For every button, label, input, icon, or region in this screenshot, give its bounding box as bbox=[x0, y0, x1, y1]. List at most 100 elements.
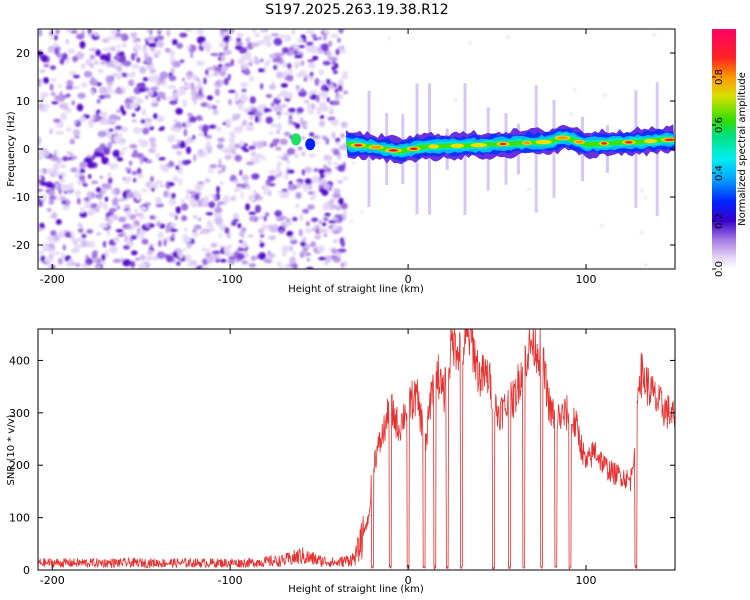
noise-blob bbox=[527, 187, 530, 191]
noise-blob bbox=[332, 162, 339, 166]
noise-blob bbox=[327, 160, 332, 167]
noise-blob bbox=[324, 212, 331, 217]
noise-blob bbox=[152, 255, 159, 261]
noise-blob bbox=[270, 235, 276, 241]
noise-blob bbox=[76, 197, 81, 205]
noise-blob bbox=[126, 73, 131, 77]
noise-blob bbox=[87, 29, 92, 35]
noise-blob bbox=[230, 58, 234, 67]
noise-blob bbox=[340, 262, 344, 268]
noise-blob bbox=[285, 218, 291, 223]
noise-blob bbox=[322, 227, 329, 235]
noise-blob bbox=[106, 229, 110, 237]
noise-blob bbox=[335, 48, 340, 56]
noise-blob bbox=[137, 87, 147, 93]
noise-blob bbox=[156, 251, 165, 259]
noise-blob bbox=[42, 77, 50, 84]
noise-blob bbox=[168, 85, 174, 90]
noise-blob bbox=[292, 251, 296, 256]
noise-blob bbox=[260, 58, 264, 63]
noise-blob bbox=[178, 178, 183, 186]
noise-blob bbox=[182, 247, 186, 252]
noise-blob bbox=[129, 143, 138, 149]
noise-blob bbox=[102, 240, 107, 248]
noise-blob bbox=[129, 73, 135, 78]
noise-blob bbox=[270, 33, 280, 37]
noise-blob bbox=[332, 229, 341, 235]
noise-blob bbox=[50, 65, 56, 70]
noise-blob bbox=[168, 181, 175, 187]
noise-blob bbox=[131, 119, 137, 123]
noise-blob bbox=[299, 251, 305, 259]
noise-blob bbox=[136, 167, 142, 175]
noise-blob bbox=[234, 91, 239, 100]
noise-blob bbox=[132, 36, 137, 44]
noise-blob bbox=[311, 175, 320, 184]
noise-blob bbox=[61, 253, 66, 259]
noise-blob bbox=[238, 239, 243, 244]
noise-blob bbox=[281, 47, 289, 54]
noise-blob bbox=[70, 138, 74, 145]
noise-blob bbox=[322, 203, 330, 211]
noise-blob bbox=[192, 203, 200, 208]
spectrogram-xlabel: Height of straight line (km) bbox=[288, 284, 424, 295]
noise-blob bbox=[258, 239, 263, 243]
noise-blob bbox=[137, 139, 143, 143]
noise-blob bbox=[236, 32, 244, 38]
noise-blob bbox=[108, 128, 114, 132]
noise-blob bbox=[320, 90, 329, 98]
noise-blob bbox=[86, 161, 96, 169]
noise-blob bbox=[254, 193, 260, 200]
noise-blob bbox=[53, 172, 62, 176]
noise-blob bbox=[294, 185, 297, 190]
noise-blob bbox=[174, 121, 183, 130]
noise-blob bbox=[336, 95, 344, 99]
noise-blob bbox=[248, 263, 257, 268]
noise-blob bbox=[194, 193, 200, 201]
signal-hotspot bbox=[470, 143, 488, 148]
noise-blob bbox=[276, 94, 281, 100]
noise-blob bbox=[75, 51, 85, 60]
noise-blob bbox=[276, 71, 284, 79]
noise-blob bbox=[131, 64, 140, 69]
noise-blob bbox=[96, 147, 104, 153]
noise-blob bbox=[249, 157, 259, 162]
noise-blob bbox=[242, 119, 248, 126]
noise-blob bbox=[325, 137, 330, 145]
noise-blob bbox=[77, 228, 84, 233]
noise-blob bbox=[77, 92, 86, 99]
noise-blob bbox=[83, 70, 93, 78]
noise-blob bbox=[170, 192, 176, 199]
noise-blob bbox=[497, 156, 500, 159]
noise-blob bbox=[323, 155, 333, 159]
noise-blob bbox=[603, 94, 607, 98]
noise-blob bbox=[210, 242, 218, 248]
noise-blob bbox=[304, 166, 312, 173]
noise-blob bbox=[117, 198, 126, 202]
noise-blob bbox=[300, 88, 305, 93]
noise-blob bbox=[59, 58, 65, 65]
noise-blob bbox=[294, 123, 301, 129]
noise-blob bbox=[194, 96, 204, 100]
noise-blob bbox=[171, 144, 181, 150]
noise-blob bbox=[89, 63, 94, 69]
noise-blob bbox=[241, 240, 248, 249]
colorbar-tick-label: 0.6 bbox=[714, 117, 725, 133]
noise-blob bbox=[201, 151, 208, 157]
noise-blob bbox=[307, 109, 315, 115]
noise-blob bbox=[141, 48, 148, 53]
noise-blob bbox=[329, 198, 336, 203]
noise-blob bbox=[240, 191, 244, 200]
noise-blob bbox=[252, 141, 257, 147]
noise-blob bbox=[124, 176, 132, 183]
noise-blob bbox=[74, 237, 83, 243]
noise-blob bbox=[147, 249, 153, 256]
signal-hotspot bbox=[499, 142, 507, 146]
noise-blob bbox=[264, 60, 270, 67]
noise-blob bbox=[84, 201, 92, 207]
signal-hotspot bbox=[354, 144, 363, 147]
noise-blob bbox=[74, 244, 84, 249]
noise-blob bbox=[39, 181, 49, 186]
noise-blob bbox=[293, 61, 302, 68]
noise-blob bbox=[310, 241, 316, 248]
